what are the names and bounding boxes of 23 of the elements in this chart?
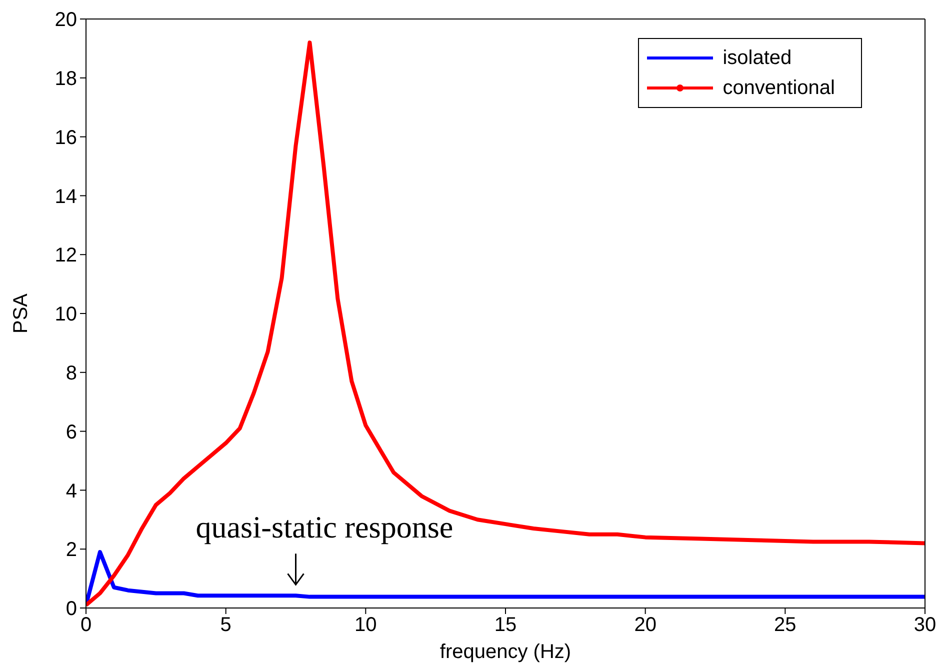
y-tick-label: 18	[54, 68, 77, 90]
y-tick-label: 0	[66, 598, 77, 620]
y-tick-label: 10	[54, 304, 77, 326]
y-tick-label: 12	[54, 244, 77, 267]
y-axis-title: PSA	[10, 292, 32, 334]
x-axis-title: frequency (Hz)	[440, 641, 572, 663]
y-tick-label: 20	[54, 9, 77, 32]
legend-label: isolated	[722, 46, 792, 70]
y-tick-label: 8	[66, 362, 77, 384]
x-tick-label: 30	[914, 614, 936, 636]
x-tick-label: 0	[80, 614, 92, 636]
x-tick-label: 10	[354, 614, 377, 636]
x-tick-label: 20	[634, 614, 656, 636]
y-tick-label: 16	[54, 126, 77, 149]
x-tick-label: 15	[494, 614, 517, 636]
y-tick-label: 2	[66, 539, 77, 562]
y-tick-label: 14	[54, 186, 77, 208]
legend-label: conventional	[722, 76, 835, 100]
y-tick-label: 4	[66, 480, 77, 502]
y-tick-label: 6	[66, 421, 77, 444]
annotation: quasi-static response	[196, 510, 454, 545]
x-tick-label: 25	[774, 614, 796, 636]
x-tick-label: 5	[220, 614, 232, 636]
